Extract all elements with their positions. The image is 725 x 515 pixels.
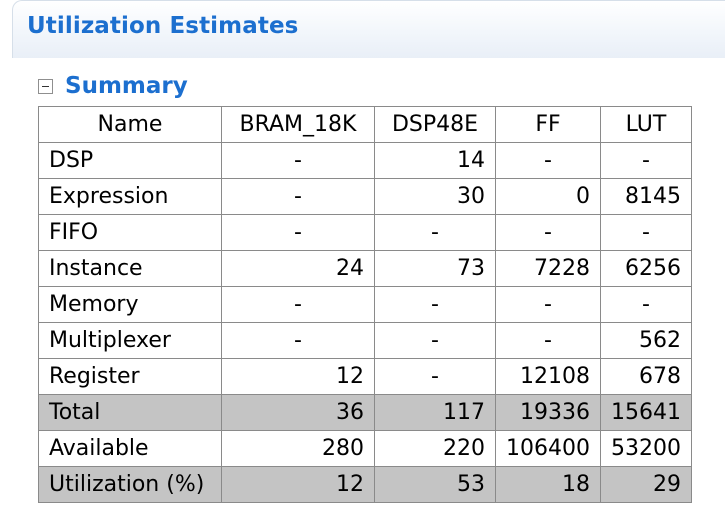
value-cell: 15641	[599, 394, 692, 431]
value-cell: 30	[374, 178, 496, 215]
value-cell: 18	[495, 466, 601, 503]
section-title[interactable]: Summary	[65, 73, 188, 99]
column-header-dsp: DSP48E	[374, 106, 496, 143]
value-cell: 73	[374, 250, 496, 287]
value-cell: 0	[495, 178, 601, 215]
value-cell: 117	[374, 394, 496, 431]
table-row: Register 12-12108 678	[38, 358, 692, 395]
collapse-minus-icon[interactable]	[38, 78, 53, 94]
row-name-cell: Available	[38, 430, 222, 467]
table-row: DSP -14- -	[38, 142, 692, 179]
value-cell: -	[374, 322, 496, 359]
value-cell: -	[221, 142, 375, 179]
table-row: Utilization (%) 12 53 18 29	[38, 466, 692, 503]
row-name-cell: DSP	[38, 142, 222, 179]
value-cell: -	[599, 142, 692, 179]
row-name-cell: Multiplexer	[38, 322, 222, 359]
value-cell: 8145	[599, 178, 692, 215]
row-name-cell: FIFO	[38, 214, 222, 251]
value-cell: 562	[599, 322, 692, 359]
value-cell: -	[599, 214, 692, 251]
summary-section-header: Summary	[38, 68, 188, 104]
value-cell: 53200	[599, 430, 692, 467]
value-cell: 24	[221, 250, 375, 287]
value-cell: 36	[221, 394, 375, 431]
value-cell: 14	[374, 142, 496, 179]
value-cell: 7228	[495, 250, 601, 287]
page-title: Utilization Estimates	[27, 13, 299, 39]
value-cell: -	[221, 286, 375, 323]
row-name-cell: Expression	[38, 178, 222, 215]
row-name-cell: Total	[38, 394, 222, 431]
table-row: Total 36 117 19336 15641	[38, 394, 692, 431]
value-cell: 220	[374, 430, 496, 467]
summary-table: Name BRAM_18K DSP48E FF LUT DSP -14- - Expr…	[38, 106, 692, 503]
value-cell: 280	[221, 430, 375, 467]
value-cell: 19336	[495, 394, 601, 431]
row-name-cell: Instance	[38, 250, 222, 287]
row-name-cell: Register	[38, 358, 222, 395]
value-cell: -	[495, 214, 601, 251]
row-name-cell: Utilization (%)	[38, 466, 222, 503]
value-cell: 6256	[599, 250, 692, 287]
value-cell: 29	[599, 466, 692, 503]
value-cell: 106400	[495, 430, 601, 467]
value-cell: -	[599, 286, 692, 323]
value-cell: -	[374, 214, 496, 251]
table-body: DSP -14- - Expression -30 0 8145 FIFO - - - - Instan…	[38, 142, 692, 503]
table-row: Instance 24 73 7228 6256	[38, 250, 692, 287]
value-cell: 678	[599, 358, 692, 395]
column-header-ff: FF	[495, 106, 601, 143]
value-cell: -	[374, 358, 496, 395]
table-row: FIFO - - - -	[38, 214, 692, 251]
title-bar: Utilization Estimates	[12, 0, 725, 58]
value-cell: 12	[221, 358, 375, 395]
column-header-lut: LUT	[599, 106, 692, 143]
table-row: Memory - - - -	[38, 286, 692, 323]
table-row: Multiplexer - - -562	[38, 322, 692, 359]
value-cell: -	[495, 322, 601, 359]
row-name-cell: Memory	[38, 286, 222, 323]
value-cell: 12108	[495, 358, 601, 395]
table-row: Available 280 220 106400 53200	[38, 430, 692, 467]
column-header-bram: BRAM_18K	[221, 106, 375, 143]
column-header-name: Name	[38, 106, 222, 143]
table-row: Expression -30 0 8145	[38, 178, 692, 215]
value-cell: -	[495, 142, 601, 179]
value-cell: -	[374, 286, 496, 323]
value-cell: -	[221, 214, 375, 251]
value-cell: -	[221, 322, 375, 359]
value-cell: 12	[221, 466, 375, 503]
value-cell: -	[221, 178, 375, 215]
table-header-row: Name BRAM_18K DSP48E FF LUT	[38, 106, 692, 143]
value-cell: 53	[374, 466, 496, 503]
value-cell: -	[495, 286, 601, 323]
